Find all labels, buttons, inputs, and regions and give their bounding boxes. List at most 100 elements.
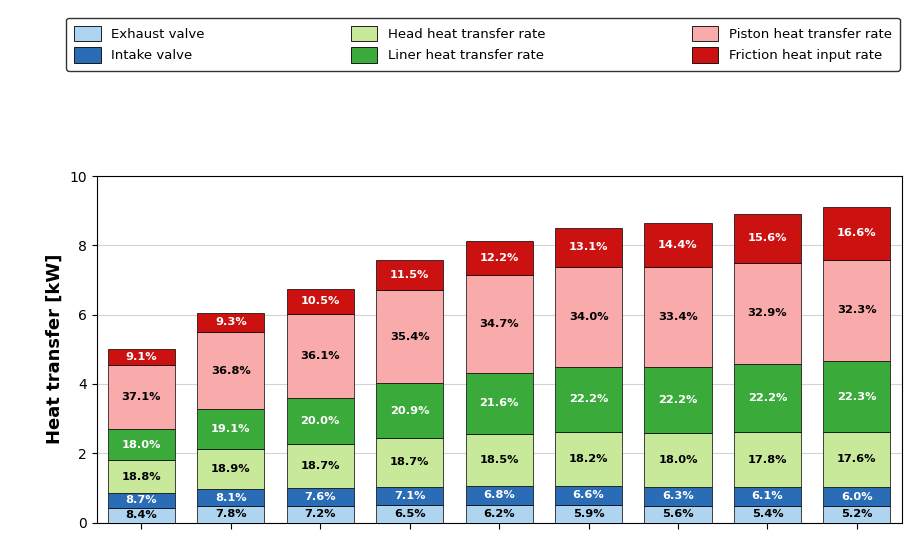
Bar	[554, 367, 621, 432]
Bar	[108, 349, 175, 365]
Text: 32.3%: 32.3%	[836, 305, 876, 316]
Bar	[733, 487, 800, 506]
Bar	[465, 434, 532, 486]
Text: 9.3%: 9.3%	[215, 317, 246, 327]
Text: 22.2%: 22.2%	[747, 393, 787, 403]
Text: 7.8%: 7.8%	[215, 509, 246, 519]
Bar	[287, 289, 354, 314]
Bar	[197, 489, 264, 506]
Text: 19.1%: 19.1%	[210, 425, 250, 435]
Text: 18.7%: 18.7%	[390, 458, 429, 468]
Bar	[108, 365, 175, 429]
Text: 18.7%: 18.7%	[301, 461, 340, 471]
Bar	[643, 487, 710, 506]
Text: 22.2%: 22.2%	[568, 394, 607, 404]
Text: 5.9%: 5.9%	[573, 509, 604, 519]
Text: 5.4%: 5.4%	[751, 509, 782, 519]
Bar	[643, 366, 710, 433]
Text: 34.0%: 34.0%	[568, 312, 607, 322]
Bar	[733, 262, 800, 364]
Text: 17.6%: 17.6%	[836, 454, 876, 464]
Text: 6.1%: 6.1%	[751, 492, 782, 502]
Text: 18.5%: 18.5%	[479, 455, 518, 465]
Bar	[554, 432, 621, 486]
Text: 6.2%: 6.2%	[482, 509, 515, 519]
Bar	[376, 505, 443, 522]
Bar	[643, 267, 710, 366]
Bar	[823, 432, 890, 487]
Text: 6.8%: 6.8%	[482, 491, 515, 501]
Bar	[554, 505, 621, 522]
Text: 33.4%: 33.4%	[657, 311, 698, 322]
Text: 21.6%: 21.6%	[479, 399, 518, 409]
Text: 36.1%: 36.1%	[301, 351, 340, 361]
Text: 11.5%: 11.5%	[390, 271, 429, 281]
Text: 5.2%: 5.2%	[840, 509, 872, 519]
Text: 7.6%: 7.6%	[304, 492, 335, 502]
Bar	[823, 361, 890, 432]
Bar	[643, 433, 710, 487]
Text: 8.1%: 8.1%	[215, 493, 246, 503]
Bar	[376, 383, 443, 438]
Text: 20.0%: 20.0%	[301, 416, 339, 426]
Text: 9.1%: 9.1%	[125, 352, 157, 362]
Bar	[733, 432, 800, 487]
Bar	[465, 373, 532, 434]
Text: 22.3%: 22.3%	[836, 392, 876, 402]
Text: 18.2%: 18.2%	[568, 454, 607, 464]
Bar	[823, 207, 890, 260]
Text: 20.9%: 20.9%	[390, 405, 429, 415]
Bar	[733, 506, 800, 522]
Legend: Exhaust valve, Intake valve, Head heat transfer rate, Liner heat transfer rate, : Exhaust valve, Intake valve, Head heat t…	[66, 18, 899, 70]
Text: 36.8%: 36.8%	[210, 366, 250, 376]
Text: 32.9%: 32.9%	[747, 308, 787, 318]
Bar	[197, 409, 264, 449]
Bar	[823, 260, 890, 361]
Text: 12.2%: 12.2%	[479, 254, 518, 263]
Bar	[823, 487, 890, 506]
Bar	[376, 438, 443, 487]
Text: 13.1%: 13.1%	[568, 242, 607, 252]
Bar	[643, 223, 710, 267]
Bar	[643, 506, 710, 522]
Bar	[465, 276, 532, 373]
Text: 8.7%: 8.7%	[125, 496, 157, 505]
Text: 17.8%: 17.8%	[747, 455, 787, 465]
Bar	[287, 314, 354, 398]
Bar	[108, 508, 175, 522]
Text: 35.4%: 35.4%	[390, 332, 429, 342]
Bar	[465, 505, 532, 522]
Text: 10.5%: 10.5%	[301, 296, 339, 306]
Text: 8.4%: 8.4%	[125, 510, 157, 520]
Bar	[287, 444, 354, 488]
Text: 5.6%: 5.6%	[662, 509, 693, 519]
Bar	[733, 214, 800, 262]
Text: 7.2%: 7.2%	[304, 509, 335, 519]
Bar	[108, 429, 175, 460]
Bar	[197, 506, 264, 522]
Text: 16.6%: 16.6%	[836, 228, 876, 238]
Bar	[554, 267, 621, 367]
Text: 37.1%: 37.1%	[121, 392, 161, 402]
Bar	[287, 488, 354, 505]
Text: 6.5%: 6.5%	[393, 509, 425, 519]
Bar	[733, 364, 800, 432]
Text: 18.9%: 18.9%	[210, 464, 250, 474]
Y-axis label: Heat transfer [kW]: Heat transfer [kW]	[46, 254, 63, 444]
Text: 22.2%: 22.2%	[658, 395, 697, 405]
Bar	[287, 505, 354, 522]
Text: 34.7%: 34.7%	[479, 320, 518, 329]
Bar	[465, 241, 532, 276]
Text: 14.4%: 14.4%	[657, 240, 697, 250]
Text: 7.1%: 7.1%	[393, 491, 425, 501]
Text: 6.3%: 6.3%	[662, 491, 693, 501]
Bar	[197, 449, 264, 489]
Bar	[197, 332, 264, 409]
Text: 6.0%: 6.0%	[840, 492, 872, 502]
Bar	[376, 290, 443, 383]
Bar	[287, 398, 354, 444]
Bar	[108, 460, 175, 493]
Bar	[465, 486, 532, 505]
Bar	[108, 493, 175, 508]
Bar	[376, 260, 443, 290]
